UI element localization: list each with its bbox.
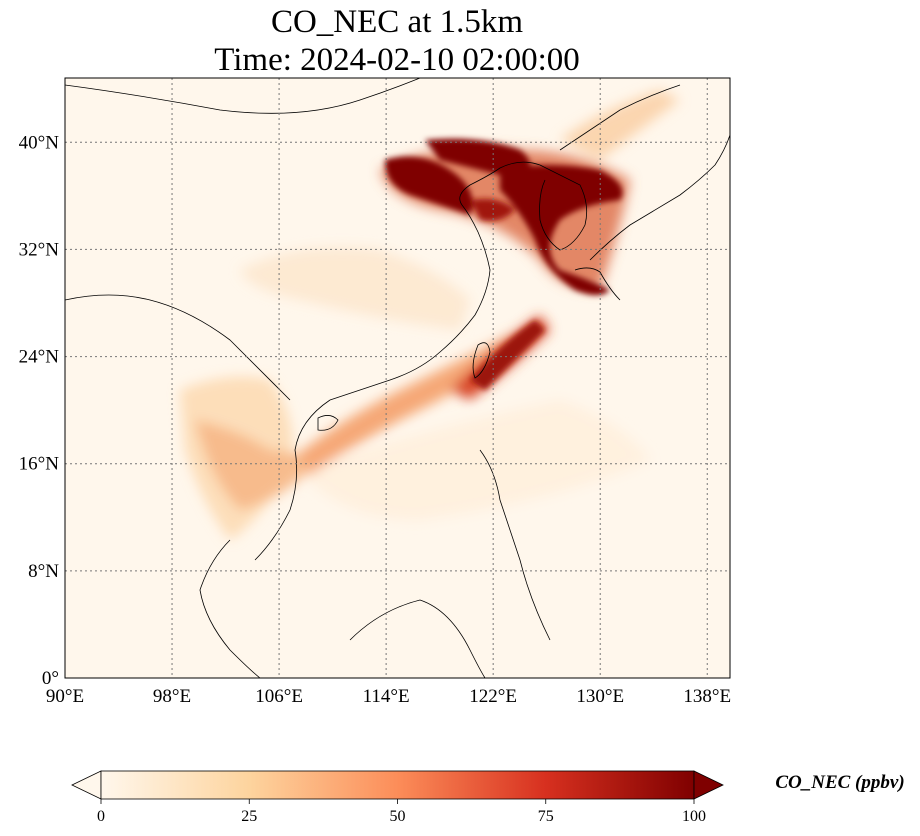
lat-tick-labels: 0° 8°N 16°N 24°N 32°N 40°N [19,132,60,689]
haze-ocean-south [300,400,650,520]
colorbar-ticks: 0 25 50 75 100 [97,799,706,825]
lon-tick-label: 122°E [469,686,517,707]
core-yellow-sea [470,198,515,222]
core-taiwan-strip [470,320,545,390]
coast-malay [199,539,261,678]
border-russia [65,78,421,114]
colorbar-extend-low [71,770,102,800]
map-title-line2: Time: 2024-02-10 02:00:00 [214,42,579,78]
lon-tick-label: 114°E [363,686,410,707]
colorbar-extend-high [693,770,724,800]
lon-tick-label: 130°E [576,686,624,707]
lat-tick-label: 40°N [19,132,60,153]
map-panel [65,78,730,678]
lon-tick-labels: 90°E 98°E 106°E 114°E 122°E 130°E 138°E [46,686,731,707]
concentration-field [180,90,680,540]
lat-tick-label: 8°N [28,561,59,582]
colorbar-tick-label: 50 [390,808,406,825]
border-inland [65,294,291,401]
colorbar-tick-label: 25 [241,808,257,825]
coast-korea [539,164,588,251]
colorbar-tick-label: 100 [682,808,706,825]
colorbar: 0 25 50 75 100 CO_NEC (ppbv) [71,770,905,825]
lon-tick-label: 138°E [683,686,731,707]
lat-tick-label: 32°N [19,239,60,260]
lon-tick-label: 98°E [153,686,191,707]
colorbar-tick-label: 0 [97,808,105,825]
colorbar-gradient [100,770,695,800]
plume-indochina [195,420,310,510]
coastlines [65,78,730,678]
map-frame [64,77,731,679]
core-korea [500,165,623,295]
lat-tick-label: 16°N [19,454,60,475]
core-north-china [385,156,473,215]
coast-korea-north [559,84,681,151]
colorbar-label: CO_NEC (ppbv) [775,772,904,793]
coast-japan [589,134,730,261]
coast-china-east [329,161,541,401]
gridlines [65,78,730,678]
coast-hainan [317,415,339,431]
lat-tick-label: 24°N [19,347,60,368]
haze-central-china [240,247,470,330]
colorbar-tick-label: 75 [538,808,554,825]
coast-vietnam [254,399,331,561]
map-title-line1: CO_NEC at 1.5km [271,4,523,40]
lon-tick-label: 106°E [255,686,303,707]
coast-taiwan [472,342,491,379]
lon-tick-label: 90°E [46,686,84,707]
coast-borneo [349,599,486,678]
lat-tick-label: 0° [42,668,59,689]
coast-japan-south [574,267,621,301]
